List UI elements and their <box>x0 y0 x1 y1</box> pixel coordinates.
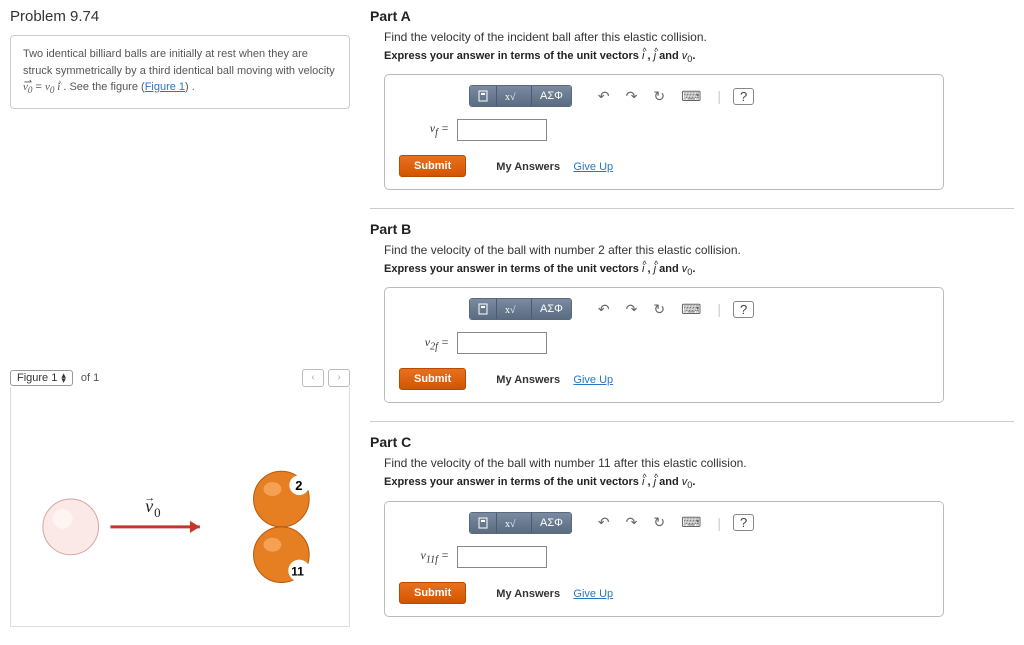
keyboard-icon[interactable]: ⌨ <box>673 88 709 105</box>
figure-canvas: v → 0 2 11 <box>10 387 350 627</box>
help-button[interactable]: ? <box>733 88 754 105</box>
part-a-answer-panel: x√ ΑΣΦ ↶ ↷ ↻ ⌨ | ? vf = <box>384 74 944 190</box>
problem-statement: Two identical billiard balls are initial… <box>10 35 350 109</box>
part-b-myanswers-link[interactable]: My Answers <box>496 374 560 386</box>
math-format-button[interactable]: x√ <box>497 299 532 319</box>
part-b-answer-input[interactable] <box>457 332 547 354</box>
part-a-express: Express your answer in terms of the unit… <box>384 50 1014 64</box>
svg-text:x√: x√ <box>505 305 516 315</box>
part-c-answer-input[interactable] <box>457 546 547 568</box>
part-c-answer-panel: x√ ΑΣΦ ↶ ↷ ↻ ⌨ | ? v11f = <box>384 501 944 617</box>
part-c: Part C Find the velocity of the ball wit… <box>370 434 1014 616</box>
part-c-myanswers-link[interactable]: My Answers <box>496 588 560 600</box>
svg-text:0: 0 <box>154 505 160 520</box>
reset-icon[interactable]: ↻ <box>645 301 673 318</box>
part-a: Part A Find the velocity of the incident… <box>370 8 1014 190</box>
math-format-button[interactable]: x√ <box>497 513 532 533</box>
part-a-myanswers-link[interactable]: My Answers <box>496 161 560 173</box>
problem-text-after: . See the figure ( <box>63 81 144 93</box>
part-c-title: Part C <box>370 434 1014 450</box>
part-b-answer-panel: x√ ΑΣΦ ↶ ↷ ↻ ⌨ | ? v2f = <box>384 287 944 403</box>
part-a-var-label: vf = <box>399 121 449 138</box>
figure-svg: v → 0 2 11 <box>21 417 339 597</box>
part-b-express: Express your answer in terms of the unit… <box>384 263 1014 277</box>
reset-icon[interactable]: ↻ <box>645 88 673 105</box>
part-b-toolbar: x√ ΑΣΦ ↶ ↷ ↻ ⌨ | ? <box>469 298 929 320</box>
problem-text: Two identical billiard balls are initial… <box>23 48 335 77</box>
part-c-toolbar: x√ ΑΣΦ ↶ ↷ ↻ ⌨ | ? <box>469 512 929 534</box>
reset-icon[interactable]: ↻ <box>645 514 673 531</box>
figure-next-button[interactable]: › <box>328 369 350 387</box>
part-a-answer-input[interactable] <box>457 119 547 141</box>
part-c-var-label: v11f = <box>399 548 449 565</box>
greek-symbols-button[interactable]: ΑΣΦ <box>532 86 571 106</box>
part-c-instruction: Find the velocity of the ball with numbe… <box>384 456 1014 470</box>
divider <box>370 208 1014 209</box>
undo-icon[interactable]: ↶ <box>590 301 618 318</box>
part-a-toolbar: x√ ΑΣΦ ↶ ↷ ↻ ⌨ | ? <box>469 85 929 107</box>
part-a-giveup-link[interactable]: Give Up <box>573 161 613 173</box>
part-b: Part B Find the velocity of the ball wit… <box>370 221 1014 403</box>
figure-link[interactable]: Figure 1 <box>145 81 185 93</box>
part-c-express: Express your answer in terms of the unit… <box>384 476 1014 490</box>
help-button[interactable]: ? <box>733 514 754 531</box>
figure-prev-button[interactable]: ‹ <box>302 369 324 387</box>
greek-symbols-button[interactable]: ΑΣΦ <box>532 299 571 319</box>
part-a-instruction: Find the velocity of the incident ball a… <box>384 30 1014 44</box>
help-button[interactable]: ? <box>733 301 754 318</box>
redo-icon[interactable]: ↷ <box>618 514 646 531</box>
part-b-var-label: v2f = <box>399 335 449 352</box>
undo-icon[interactable]: ↶ <box>590 88 618 105</box>
svg-text:x√: x√ <box>505 92 516 102</box>
template-picker-button[interactable] <box>470 513 497 533</box>
keyboard-icon[interactable]: ⌨ <box>673 514 709 531</box>
redo-icon[interactable]: ↷ <box>618 301 646 318</box>
divider <box>370 421 1014 422</box>
math-format-button[interactable]: x√ <box>497 86 532 106</box>
problem-title: Problem 9.74 <box>10 8 350 25</box>
part-b-submit-button[interactable]: Submit <box>399 368 466 390</box>
svg-text:→: → <box>144 492 155 504</box>
part-c-giveup-link[interactable]: Give Up <box>573 588 613 600</box>
svg-text:x√: x√ <box>505 519 516 529</box>
part-a-submit-button[interactable]: Submit <box>399 155 466 177</box>
keyboard-icon[interactable]: ⌨ <box>673 301 709 318</box>
greek-symbols-button[interactable]: ΑΣΦ <box>532 513 571 533</box>
part-b-title: Part B <box>370 221 1014 237</box>
figure-navigator: Figure 1 ▴▾ of 1 ‹ › <box>10 369 350 387</box>
dropdown-arrows-icon: ▴▾ <box>61 373 66 384</box>
part-b-instruction: Find the velocity of the ball with numbe… <box>384 243 1014 257</box>
figure-select[interactable]: Figure 1 ▴▾ <box>10 370 73 386</box>
redo-icon[interactable]: ↷ <box>618 88 646 105</box>
template-picker-button[interactable] <box>470 299 497 319</box>
template-picker-button[interactable] <box>470 86 497 106</box>
svg-text:2: 2 <box>295 478 302 493</box>
undo-icon[interactable]: ↶ <box>590 514 618 531</box>
part-c-submit-button[interactable]: Submit <box>399 582 466 604</box>
figure-of-label: of 1 <box>81 372 99 384</box>
part-a-title: Part A <box>370 8 1014 24</box>
svg-text:11: 11 <box>291 565 304 579</box>
problem-text-close: ) . <box>185 81 195 93</box>
part-b-giveup-link[interactable]: Give Up <box>573 374 613 386</box>
